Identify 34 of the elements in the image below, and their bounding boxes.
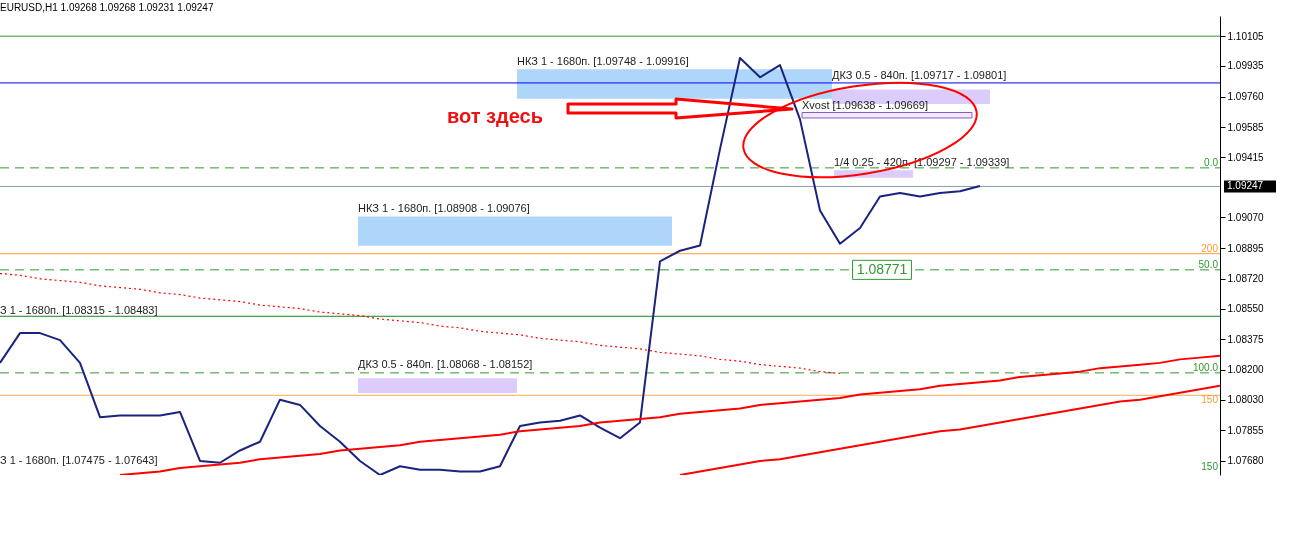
y-tick-label: 1.08550 xyxy=(1227,303,1265,315)
band-label: ДКЗ 0.5 - 840п. [1.08068 - 1.08152] xyxy=(358,358,533,371)
annotation: 200 xyxy=(1201,242,1219,254)
ref-line-label: 1.09247 xyxy=(1227,180,1264,192)
y-tick-label: 1.08895 xyxy=(1227,242,1265,254)
band-label: НКЗ 1 - 1680п. [1.09748 - 1.09916] xyxy=(517,55,689,68)
y-tick-label: 1.09935 xyxy=(1227,60,1265,72)
y-tick-label: 1.07680 xyxy=(1227,455,1265,467)
y-tick-label: 1.08375 xyxy=(1227,333,1265,345)
y-tick-label: 1.09415 xyxy=(1227,151,1265,163)
annotation: 0.0 xyxy=(1204,156,1219,168)
y-tick-label: 1.09070 xyxy=(1227,211,1265,223)
y-tick-label: 1.10105 xyxy=(1227,30,1265,42)
band-label: Xvost [1.09638 - 1.09669] xyxy=(802,98,928,111)
line-series xyxy=(679,384,1220,475)
band-label: НКЗ 1 - 1680п. [1.08908 - 1.09076] xyxy=(358,202,530,215)
chart-title: EURUSD,H1 1.09268 1.09268 1.09231 1.09247 xyxy=(0,2,214,13)
y-tick-label: 1.08030 xyxy=(1227,394,1265,406)
band-label: 1/4 0.25 - 420п. [1.09297 - 1.09339] xyxy=(834,156,1010,169)
y-tick-label: 1.08720 xyxy=(1227,273,1265,285)
annotation: 50.0 xyxy=(1198,258,1219,270)
y-tick-label: 1.07855 xyxy=(1227,424,1265,436)
annotation: 100.0 xyxy=(1192,361,1219,373)
annotation: вот здесь xyxy=(446,105,544,127)
annotation: З 1 - 1680п. [1.08315 - 1.08483] xyxy=(0,303,158,316)
annotation: 1.08771 xyxy=(856,260,908,277)
y-tick-label: 1.08200 xyxy=(1227,364,1265,376)
line-series xyxy=(0,272,841,374)
annotation: З 1 - 1680п. [1.07475 - 1.07643] xyxy=(0,454,158,466)
band-label: ДКЗ 0.5 - 840п. [1.09717 - 1.09801] xyxy=(832,69,1007,82)
annotation: 150 xyxy=(1201,394,1219,406)
y-tick-label: 1.09760 xyxy=(1227,91,1265,103)
annotation: 150 xyxy=(1201,461,1219,472)
y-tick-label: 1.09585 xyxy=(1227,121,1265,133)
